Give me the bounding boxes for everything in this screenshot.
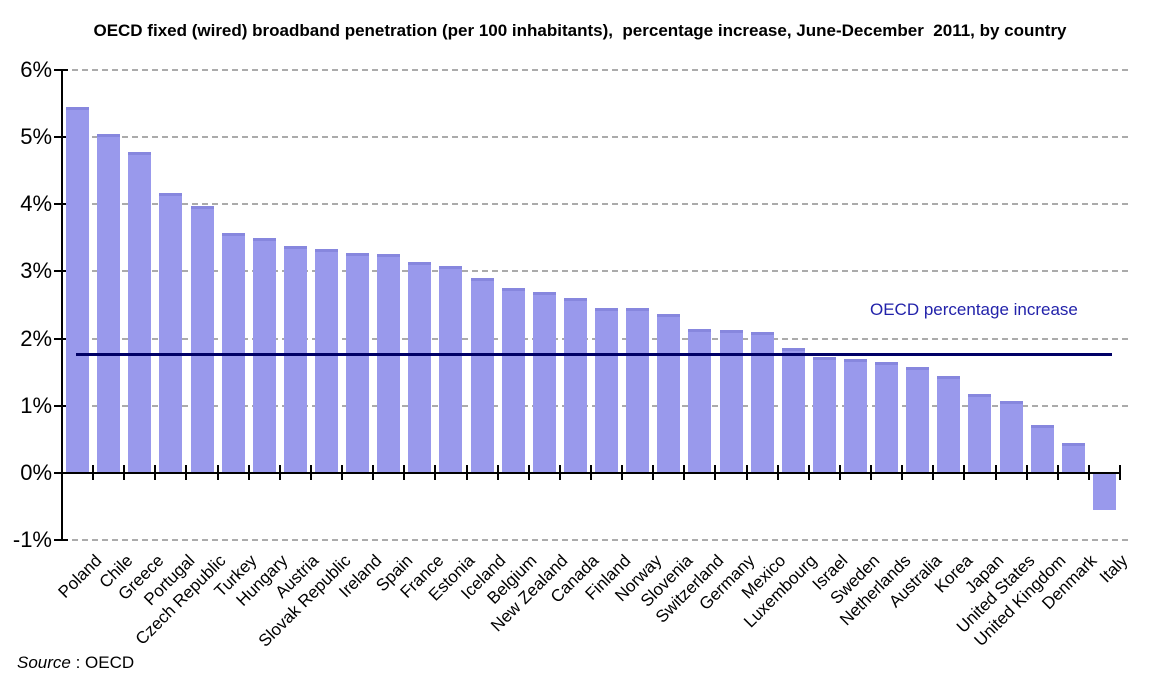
bar-italy <box>1092 472 1116 511</box>
x-tick-25 <box>838 464 841 480</box>
y-axis-label-1pct: 1% <box>20 392 52 418</box>
x-tick-9 <box>341 464 344 480</box>
y-axis-label-0pct: 0% <box>20 459 52 485</box>
y-tick--1pct <box>54 539 68 541</box>
bar-austria <box>283 245 307 473</box>
source-word: Source <box>17 653 71 672</box>
x-tick-30 <box>994 464 997 480</box>
bar-ireland <box>346 252 370 473</box>
x-tick-29 <box>963 464 966 480</box>
bar-switzerland <box>688 329 712 473</box>
bar-poland <box>66 106 90 473</box>
bar-germany <box>719 329 743 473</box>
x-tick-18 <box>621 464 624 480</box>
bar-mexico <box>750 331 774 473</box>
chart-title: OECD fixed (wired) broadband penetration… <box>93 21 1067 40</box>
x-tick-4 <box>185 464 188 480</box>
x-tick-13 <box>465 464 468 480</box>
bar-japan <box>968 394 992 473</box>
oecd-reference-line <box>76 353 1112 357</box>
gridline-6pct <box>62 69 1128 71</box>
gridline-3pct <box>62 270 1128 273</box>
bar-portugal <box>159 192 183 473</box>
x-tick-15 <box>527 464 530 480</box>
reference-line-label: OECD percentage increase <box>870 300 1078 319</box>
y-axis-label-5pct: 5% <box>20 124 52 150</box>
y-axis-label--1pct: -1% <box>12 527 52 552</box>
y-axis-label-3pct: 3% <box>20 258 52 284</box>
bar-canada <box>563 297 587 473</box>
bar-france <box>408 262 432 473</box>
x-tick-12 <box>434 464 437 480</box>
x-tick-28 <box>932 464 935 480</box>
source-note: Source : OECD <box>17 653 134 673</box>
bar-turkey <box>221 233 245 473</box>
bar-belgium <box>501 288 525 473</box>
x-tick-33 <box>1087 464 1090 480</box>
x-tick-27 <box>901 464 904 480</box>
x-tick-1 <box>92 464 95 480</box>
bar-finland <box>595 307 619 473</box>
y-axis <box>61 70 63 540</box>
bar-norway <box>626 307 650 473</box>
bar-netherlands <box>875 362 899 473</box>
x-tick-8 <box>309 464 312 480</box>
bar-greece <box>128 151 152 473</box>
x-tick-17 <box>590 464 592 480</box>
bar-sweden <box>844 358 867 473</box>
gridline-5pct <box>62 136 1128 139</box>
gridline-4pct <box>62 203 1128 206</box>
bar-iceland <box>470 278 494 473</box>
x-tick-6 <box>247 464 250 480</box>
x-tick-2 <box>123 464 126 480</box>
bar-korea <box>937 376 961 473</box>
y-axis-label-2pct: 2% <box>20 325 52 351</box>
bar-slovenia <box>657 313 681 473</box>
x-tick-14 <box>496 464 499 480</box>
x-tick-34 <box>1119 464 1121 480</box>
gridline-2pct <box>62 337 1128 340</box>
x-tick-3 <box>154 464 157 480</box>
x-tick-7 <box>278 464 281 480</box>
x-tick-16 <box>558 464 561 480</box>
bar-united-kingdom <box>1030 424 1054 473</box>
x-tick-26 <box>870 464 873 480</box>
bar-denmark <box>1061 442 1085 473</box>
bar-slovak-republic <box>315 249 338 473</box>
y-axis-label-6pct: 6% <box>20 57 52 82</box>
x-tick-32 <box>1056 464 1059 480</box>
x-tick-5 <box>216 464 219 480</box>
x-tick-22 <box>745 464 748 480</box>
x-tick-20 <box>683 464 686 480</box>
bar-new-zealand <box>532 292 556 473</box>
gridline-1pct <box>62 404 1128 407</box>
x-tick-24 <box>807 464 810 480</box>
bar-estonia <box>439 266 463 473</box>
x-tick-23 <box>776 464 779 480</box>
x-tick-10 <box>372 464 375 480</box>
bar-australia <box>906 366 930 473</box>
x-tick-19 <box>652 464 655 480</box>
bar-czech-republic <box>190 206 214 473</box>
bar-spain <box>377 253 401 473</box>
bar-united-states <box>999 401 1023 473</box>
gridline--1pct <box>62 539 1128 541</box>
x-tick-11 <box>403 464 406 480</box>
y-axis-label-4pct: 4% <box>20 191 52 217</box>
bar-israel <box>812 356 836 473</box>
source-value: : OECD <box>70 653 135 672</box>
x-tick-21 <box>714 464 717 480</box>
bar-luxembourg <box>781 347 805 473</box>
bar-chile <box>97 133 121 473</box>
x-tick-31 <box>1025 464 1028 480</box>
